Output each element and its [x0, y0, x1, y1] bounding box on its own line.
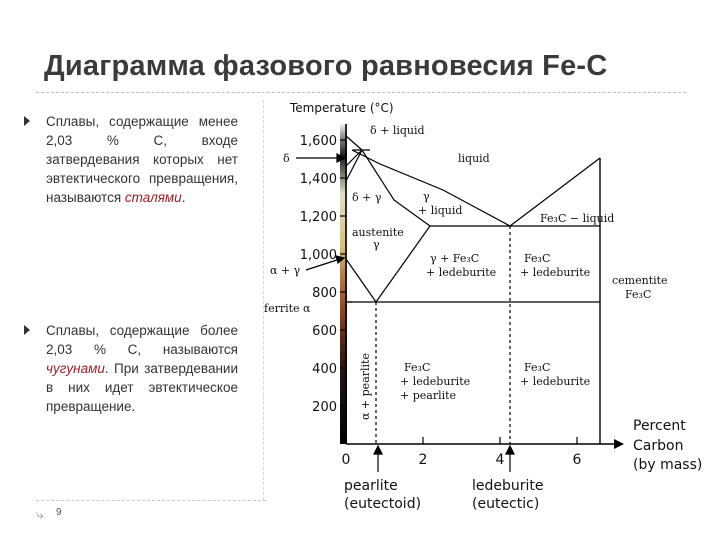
- pointer-arrows: [296, 153, 515, 472]
- x-tick-label: 2: [419, 452, 428, 468]
- region-liquid: liquid: [458, 152, 490, 165]
- region-delta-liquid: δ + liquid: [370, 124, 425, 137]
- y-tick-label: 600: [312, 324, 337, 339]
- bullet-cast-irons: Сплавы, содержащие более 2,03 % С, назыв…: [24, 321, 238, 416]
- region-delta-gamma: δ + γ: [352, 191, 382, 204]
- y-tick-label: 1,400: [300, 172, 337, 187]
- arrow-head-icon: [505, 444, 515, 455]
- y-tick-label: 800: [312, 286, 337, 301]
- region-fe3c-liquid: Fe₃C − liquid: [540, 212, 614, 225]
- y-tick-label: 1,200: [300, 210, 337, 225]
- region-lower-mid: + pearlite: [400, 389, 456, 402]
- a3-line: [345, 258, 377, 303]
- y-axis-title: Temperature (°C): [289, 101, 394, 115]
- bullet-text: Сплавы, содержащие менее 2,03 % С, входе…: [46, 114, 238, 205]
- region-gamma-liquid: γ: [423, 190, 430, 203]
- region-austenite: austenite: [352, 226, 404, 239]
- x-tick-label: 4: [496, 452, 505, 468]
- footer-divider: [36, 500, 266, 501]
- label-cementite: Fe₃C: [625, 288, 651, 301]
- region-lower-right: + ledeburite: [520, 375, 590, 388]
- slide-title: Диаграмма фазового равновесия Fe-C: [44, 50, 608, 82]
- title-divider: [36, 92, 686, 93]
- y-tick-label: 1,600: [300, 134, 337, 149]
- x-ticks: 0 2 4 6: [342, 437, 582, 468]
- footer-chevron-icon: ⤷: [36, 506, 44, 522]
- alpha-gamma-arrow: [305, 258, 341, 271]
- x-tick-label: 6: [573, 452, 582, 468]
- x-axis-arrow-icon: [614, 439, 624, 449]
- liquidus-line: [351, 149, 601, 227]
- arrow-head-icon: [336, 153, 347, 163]
- label-ferrite: ferrite α: [264, 302, 311, 315]
- gamma-solvus-line: [375, 225, 431, 303]
- label-pearlite: pearlite: [344, 478, 398, 494]
- x-axis-title: Carbon: [633, 438, 683, 454]
- region-fe3c-ledeburite: + ledeburite: [520, 266, 590, 279]
- phase-boundaries: [345, 135, 601, 444]
- highlight-steels: сталями: [124, 190, 182, 205]
- label-ledeburite: (eutectic): [472, 496, 539, 512]
- arrow-head-icon: [373, 444, 383, 455]
- region-fe3c-ledeburite: Fe₃C: [524, 252, 550, 265]
- x-axis-title: Percent: [633, 418, 686, 434]
- boundary-delta-gamma: [345, 149, 363, 182]
- region-austenite: γ: [373, 238, 380, 251]
- temperature-color-bar: [340, 124, 347, 444]
- bullet-arrow-icon: [24, 325, 30, 335]
- column-divider: [263, 100, 264, 500]
- y-tick-label: 1,000: [300, 248, 337, 263]
- y-tick-label: 200: [312, 400, 337, 415]
- y-ticks: 1,600 1,400 1,200 1,000 800 600 400 200: [300, 134, 346, 415]
- highlight-cast-irons: чугунами: [46, 361, 105, 376]
- label-alpha-gamma: α + γ: [270, 264, 301, 277]
- boundary-delta-left: [345, 149, 363, 167]
- bullet-text: Сплавы, содержащие более 2,03 % С, назыв…: [46, 323, 238, 414]
- label-cementite: cementite: [612, 274, 668, 287]
- arrow-head-icon: [335, 255, 346, 265]
- x-tick-label: 0: [342, 452, 351, 468]
- bullet-steels: Сплавы, содержащие менее 2,03 % С, входе…: [24, 112, 238, 207]
- x-axis-title: (by mass): [633, 457, 702, 473]
- boundary-delta-top: [345, 135, 363, 151]
- label-delta: δ: [283, 152, 290, 165]
- region-alpha-pearlite: α + pearlite: [359, 353, 372, 420]
- label-ledeburite: ledeburite: [472, 478, 544, 494]
- region-gamma-fe3c-ledeburite: γ + Fe₃C: [430, 252, 479, 265]
- region-lower-right: Fe₃C: [524, 361, 550, 374]
- region-gamma-liquid: + liquid: [418, 204, 462, 217]
- bullet-arrow-icon: [24, 116, 30, 126]
- region-lower-mid: Fe₃C: [404, 361, 430, 374]
- region-lower-mid: + ledeburite: [400, 375, 470, 388]
- region-gamma-fe3c-ledeburite: + ledeburite: [426, 266, 496, 279]
- page-number: 9: [56, 507, 62, 518]
- solidus-line: [361, 149, 431, 227]
- label-pearlite: (eutectoid): [344, 496, 421, 512]
- y-tick-label: 400: [312, 362, 337, 377]
